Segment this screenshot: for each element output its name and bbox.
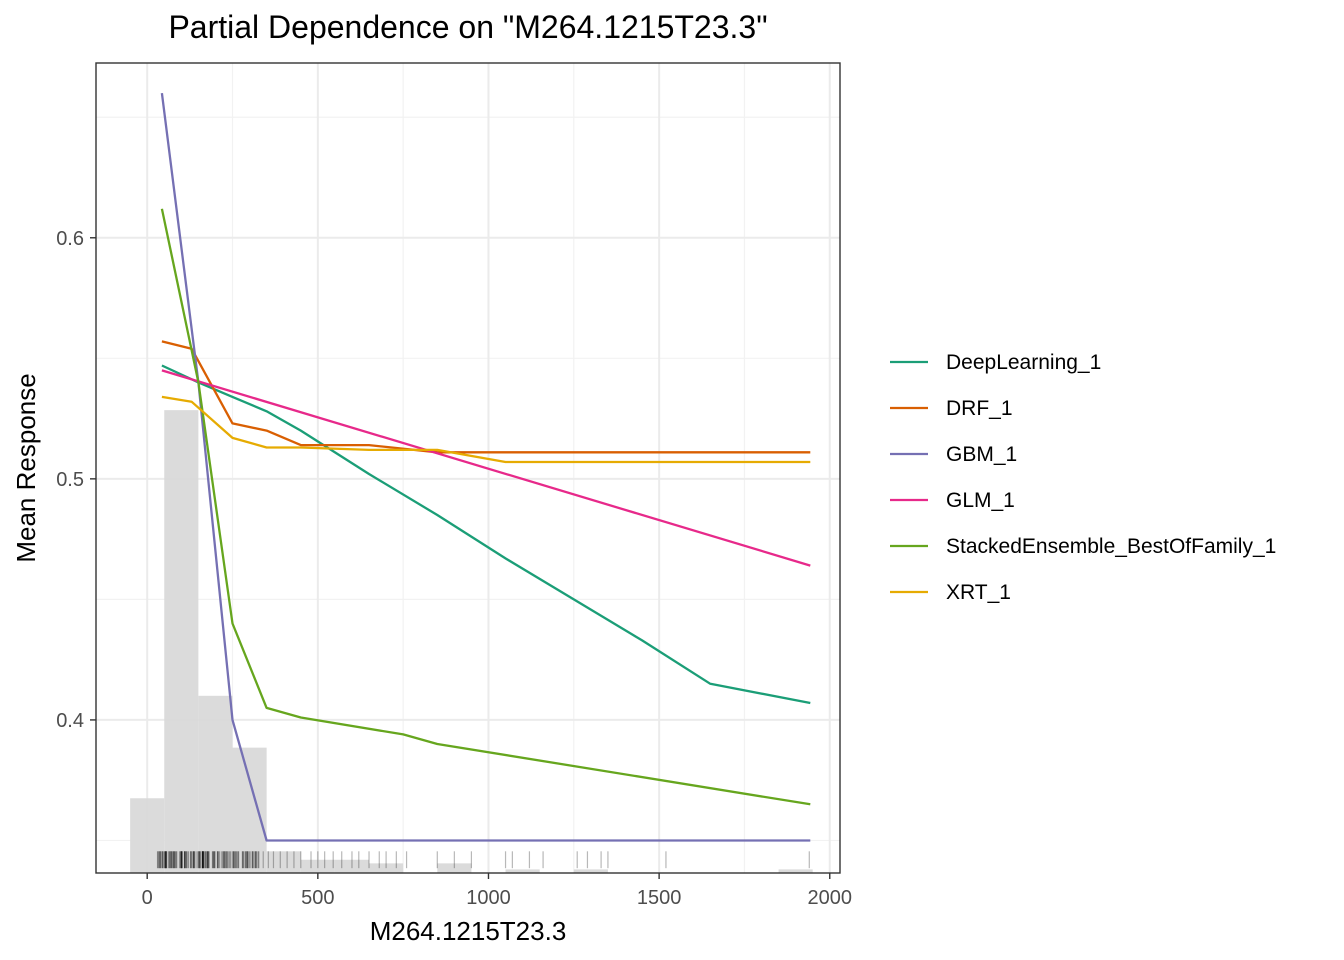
series-line-StackedEnsemble_BestOfFamily_1 xyxy=(160,208,811,806)
histogram-bar xyxy=(130,798,165,873)
grid-minor xyxy=(96,63,840,873)
rug-marks xyxy=(156,851,810,869)
legend-label-StackedEnsemble_BestOfFamily_1: StackedEnsemble_BestOfFamily_1 xyxy=(946,535,1276,558)
series-line-GBM_1 xyxy=(160,92,811,842)
histogram-bar xyxy=(232,747,267,873)
chart-title: Partial Dependence on "M264.1215T23.3" xyxy=(168,9,767,45)
y-axis: 0.4 0.5 0.6 xyxy=(56,228,96,732)
histogram-bar xyxy=(573,869,608,873)
y-tick-label: 0.5 xyxy=(56,469,84,491)
series-line-DeepLearning_1 xyxy=(161,364,811,705)
x-tick-label: 1500 xyxy=(637,887,682,909)
legend-label-XRT_1: XRT_1 xyxy=(946,581,1011,604)
x-axis: 0 500 1000 1500 2000 xyxy=(142,873,852,909)
series-lines xyxy=(160,92,811,842)
legend-label-DeepLearning_1: DeepLearning_1 xyxy=(946,351,1101,374)
legend-label-GBM_1: GBM_1 xyxy=(946,443,1017,466)
y-tick-label: 0.6 xyxy=(56,228,84,250)
histogram-bar xyxy=(437,863,472,873)
histogram-bar xyxy=(164,410,199,873)
histogram-bar xyxy=(334,859,370,873)
legend-label-GLM_1: GLM_1 xyxy=(946,489,1015,512)
x-tick-label: 2000 xyxy=(808,887,853,909)
series-line-DRF_1 xyxy=(161,340,811,454)
panel-border xyxy=(95,62,841,874)
x-tick-label: 1000 xyxy=(466,887,511,909)
legend: DeepLearning_1 DRF_1 GBM_1 GLM_1 StackedEnse… xyxy=(890,351,1276,604)
plot-panel xyxy=(95,62,841,874)
histogram xyxy=(130,410,813,873)
histogram-bar xyxy=(266,851,301,873)
histogram-bar xyxy=(505,869,540,873)
histogram-bar xyxy=(778,869,813,873)
histogram-bar xyxy=(198,695,233,873)
x-axis-title: M264.1215T23.3 xyxy=(370,916,567,946)
x-tick-label: 500 xyxy=(301,887,334,909)
series-line-GLM_1 xyxy=(161,369,811,567)
legend-label-DRF_1: DRF_1 xyxy=(946,397,1013,420)
y-tick-label: 0.4 xyxy=(56,710,84,732)
series-line-XRT_1 xyxy=(161,395,811,464)
histogram-bar xyxy=(369,863,404,873)
histogram-bar xyxy=(300,859,335,873)
y-axis-title: Mean Response xyxy=(11,373,41,562)
x-tick-label: 0 xyxy=(142,887,153,909)
